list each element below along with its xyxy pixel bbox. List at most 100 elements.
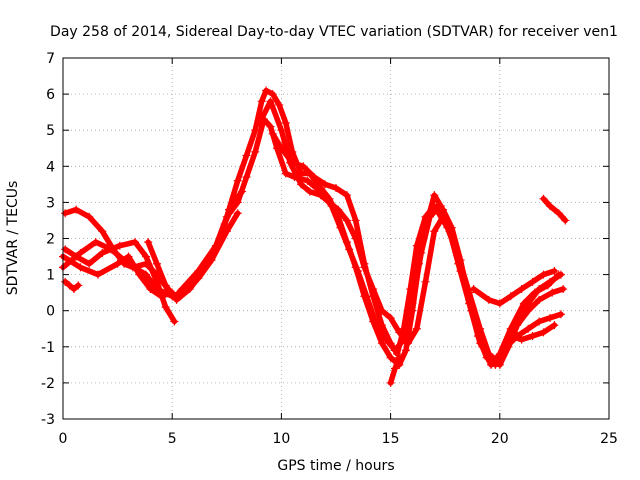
data-point — [408, 306, 417, 315]
data-point — [281, 169, 290, 178]
series-track-10 — [268, 129, 565, 369]
data-point — [506, 324, 515, 333]
data-point — [351, 263, 360, 272]
data-point — [495, 299, 504, 308]
data-series — [59, 86, 570, 387]
data-point — [332, 183, 340, 192]
data-point — [174, 288, 183, 297]
data-point — [144, 238, 153, 247]
data-point — [482, 353, 491, 362]
series-line — [62, 239, 178, 325]
data-point — [305, 187, 314, 196]
series-track-4 — [61, 238, 179, 326]
series-line — [470, 268, 558, 307]
data-point — [528, 331, 537, 340]
data-point — [152, 259, 161, 268]
data-point — [266, 122, 275, 131]
data-point — [546, 313, 555, 322]
data-point — [484, 295, 493, 304]
data-point — [506, 292, 515, 301]
data-point — [251, 147, 260, 156]
data-point — [412, 241, 421, 250]
data-point — [242, 151, 251, 160]
data-point — [316, 183, 325, 192]
data-point — [224, 205, 233, 214]
data-point — [194, 266, 203, 275]
data-point — [556, 310, 565, 319]
series-track-11 — [386, 353, 404, 387]
y-tick-label: 5 — [46, 123, 55, 139]
data-point — [72, 205, 81, 214]
data-point — [161, 281, 170, 290]
data-point — [310, 173, 319, 182]
data-point — [146, 285, 155, 294]
data-point — [76, 263, 85, 272]
data-point — [303, 176, 312, 185]
data-point — [98, 248, 107, 257]
data-point — [170, 317, 179, 326]
data-point — [360, 259, 369, 268]
data-point — [386, 353, 395, 362]
y-tick-label: 6 — [46, 87, 55, 103]
data-point — [550, 266, 559, 275]
data-point — [72, 252, 81, 261]
data-point — [93, 270, 102, 279]
data-point — [216, 234, 225, 243]
data-point — [325, 198, 334, 207]
data-point — [456, 256, 465, 265]
data-point — [430, 227, 439, 236]
data-point — [473, 331, 482, 340]
data-point — [546, 202, 555, 211]
data-point — [268, 90, 277, 99]
data-point — [316, 191, 325, 200]
data-point — [351, 216, 360, 225]
data-point — [519, 299, 528, 308]
data-point — [369, 317, 378, 326]
data-point — [404, 339, 413, 348]
data-point — [469, 285, 478, 294]
x-tick-label: 15 — [382, 431, 400, 447]
grid-lines — [63, 58, 609, 419]
data-point — [524, 324, 533, 333]
data-point — [386, 378, 395, 387]
data-point — [517, 285, 526, 294]
axis-ticks: 0 5 10 15 20 25 -3 -2 -1 0 1 2 3 4 5 6 7 — [41, 51, 618, 447]
data-point — [465, 295, 474, 304]
data-point — [530, 288, 539, 297]
data-point — [360, 292, 369, 301]
data-point — [321, 180, 330, 189]
data-point — [524, 306, 533, 315]
data-point — [543, 281, 552, 290]
data-point — [554, 270, 563, 279]
y-tick-label: -3 — [41, 412, 55, 428]
data-point — [539, 328, 548, 337]
x-axis-label: GPS time / hours — [277, 458, 394, 474]
data-point — [299, 162, 308, 171]
data-point — [395, 353, 404, 362]
data-point — [342, 216, 351, 225]
data-point — [65, 281, 74, 290]
data-point — [172, 295, 181, 304]
data-point — [85, 212, 94, 221]
data-point — [406, 285, 415, 294]
data-point — [399, 324, 408, 333]
data-point — [242, 173, 251, 182]
data-point — [98, 227, 107, 236]
data-point — [69, 285, 78, 294]
data-point — [141, 252, 150, 261]
y-tick-label: 2 — [46, 232, 55, 248]
data-point — [251, 126, 260, 135]
data-point — [334, 205, 343, 214]
data-point — [386, 313, 395, 322]
data-point — [502, 342, 511, 351]
data-point — [517, 335, 526, 344]
data-point — [85, 259, 94, 268]
data-point — [297, 180, 306, 189]
series-track-5 — [61, 205, 172, 294]
data-point — [109, 245, 118, 254]
y-tick-label: -2 — [41, 376, 55, 392]
data-point — [76, 248, 85, 257]
data-point — [185, 285, 194, 294]
data-point — [131, 238, 140, 247]
